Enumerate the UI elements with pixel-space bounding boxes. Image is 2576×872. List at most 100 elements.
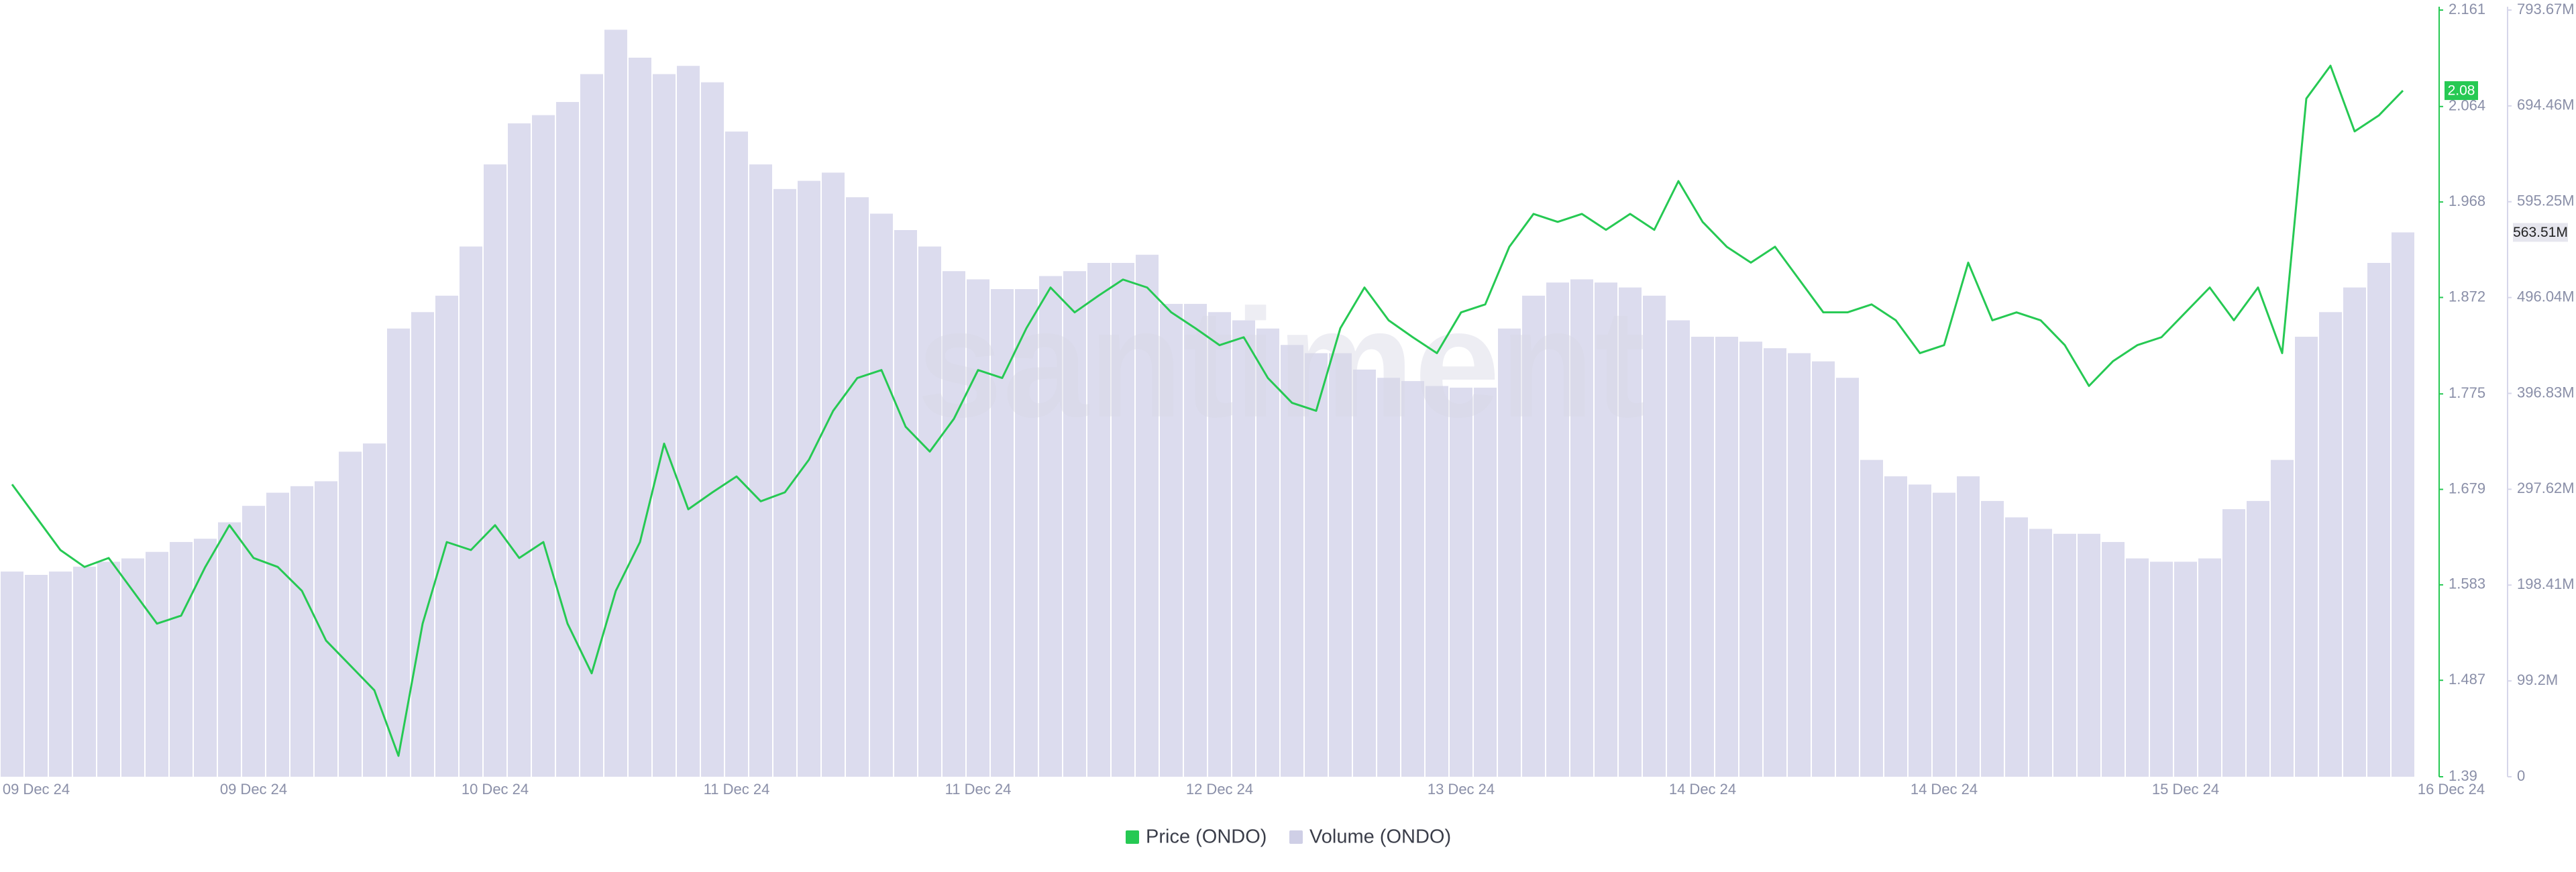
volume-bar bbox=[387, 328, 410, 777]
volume-bar bbox=[97, 561, 120, 777]
volume-bar bbox=[1474, 387, 1497, 777]
y-tick-label: 1.679 bbox=[2449, 480, 2485, 496]
volume-bar bbox=[1884, 476, 1907, 777]
volume-bar bbox=[1305, 353, 1328, 777]
y-tick-label: 1.39 bbox=[2449, 767, 2477, 784]
volume-bar bbox=[1087, 262, 1110, 777]
volume-bar bbox=[2078, 533, 2100, 777]
volume-bar bbox=[894, 230, 917, 777]
volume-bar bbox=[1739, 341, 1762, 777]
volume-bar bbox=[918, 246, 941, 777]
volume-bar bbox=[2222, 509, 2245, 777]
volume-bar bbox=[1039, 276, 1062, 777]
volume-bar bbox=[194, 539, 217, 777]
x-tick-label: 14 Dec 24 bbox=[1669, 781, 1736, 798]
volume-bar bbox=[1909, 484, 1931, 777]
x-tick-label: 11 Dec 24 bbox=[704, 781, 770, 798]
last-value-badge bbox=[2513, 223, 2568, 242]
volume-bar bbox=[677, 66, 700, 777]
volume-bar bbox=[1063, 271, 1086, 777]
volume-bar bbox=[2005, 517, 2028, 777]
volume-bar bbox=[49, 571, 72, 777]
volume-bar bbox=[2150, 561, 2173, 777]
volume-bar bbox=[1957, 476, 1980, 777]
y2-tick-label: 198.41M bbox=[2517, 576, 2575, 592]
legend-label: Volume (ONDO) bbox=[1309, 826, 1451, 848]
volume-bar bbox=[532, 115, 555, 777]
volume-bar bbox=[1981, 500, 2004, 777]
volume-bar bbox=[2029, 529, 2052, 777]
y2-tick-label: 694.46M bbox=[2517, 97, 2575, 113]
volume-bar bbox=[943, 271, 965, 777]
volume-bar bbox=[1112, 262, 1134, 777]
volume-bar bbox=[146, 551, 168, 777]
volume-bar bbox=[1522, 295, 1545, 777]
volume-bar bbox=[1764, 348, 1786, 777]
volume-bar bbox=[1812, 361, 1835, 777]
volume-bar bbox=[290, 486, 313, 777]
volume-bar bbox=[2247, 500, 2269, 777]
volume-bar bbox=[1715, 337, 1738, 777]
volume-bar bbox=[1208, 312, 1231, 777]
volume-bar bbox=[967, 279, 989, 777]
y-tick-label: 1.775 bbox=[2449, 384, 2485, 401]
volume-bar bbox=[1788, 353, 1811, 777]
volume-bar bbox=[1329, 353, 1352, 777]
legend-label: Price (ONDO) bbox=[1146, 826, 1267, 848]
volume-bar bbox=[508, 123, 531, 777]
y-tick-label: 1.583 bbox=[2449, 576, 2485, 592]
x-tick-label: 15 Dec 24 bbox=[2152, 781, 2219, 798]
volume-bar bbox=[822, 172, 845, 777]
volume-bar bbox=[1426, 386, 1448, 777]
volume-bar bbox=[1643, 295, 1666, 777]
volume-bar bbox=[1, 571, 23, 777]
volume-bar bbox=[242, 506, 265, 777]
last-value-label: 2.08 bbox=[2448, 83, 2475, 99]
y2-tick-label: 595.25M bbox=[2517, 193, 2575, 209]
volume-bar bbox=[435, 295, 458, 777]
y2-tick-label: 0 bbox=[2517, 767, 2525, 784]
volume-bar bbox=[25, 575, 48, 777]
volume-bar bbox=[1160, 304, 1183, 777]
volume-bar bbox=[556, 102, 579, 777]
volume-bar bbox=[460, 246, 482, 777]
volume-bar bbox=[73, 566, 96, 777]
volume-bar bbox=[1860, 459, 1883, 777]
volume-bar bbox=[604, 30, 627, 777]
volume-bar bbox=[1546, 282, 1569, 777]
volume-bar bbox=[1836, 378, 1859, 777]
y2-tick-label: 793.67M bbox=[2517, 1, 2575, 17]
volume-bar bbox=[2271, 459, 2294, 777]
volume-bar bbox=[725, 131, 748, 777]
volume-bar bbox=[339, 451, 362, 777]
volume-bar bbox=[2367, 262, 2390, 777]
volume-bar bbox=[2343, 287, 2366, 777]
volume-bar bbox=[363, 443, 386, 777]
x-tick-label: 13 Dec 24 bbox=[1428, 781, 1495, 798]
x-tick-label: 09 Dec 24 bbox=[3, 781, 70, 798]
volume-bar bbox=[121, 558, 144, 777]
legend-swatch bbox=[1289, 830, 1303, 844]
volume-bar bbox=[2126, 558, 2149, 777]
volume-bar bbox=[1570, 279, 1593, 777]
volume-bar bbox=[1619, 287, 1642, 777]
y2-tick-label: 297.62M bbox=[2517, 480, 2575, 496]
volume-bar bbox=[2198, 558, 2221, 777]
volume-bar bbox=[1377, 378, 1400, 777]
volume-bar bbox=[991, 289, 1014, 777]
volume-bar bbox=[1667, 320, 1690, 777]
volume-bar bbox=[2102, 542, 2125, 777]
volume-bar bbox=[218, 522, 241, 777]
volume-bar bbox=[870, 213, 893, 777]
watermark: santiment bbox=[917, 277, 1646, 449]
x-tick-label: 16 Dec 24 bbox=[2418, 781, 2485, 798]
y-tick-label: 1.872 bbox=[2449, 288, 2485, 305]
y-tick-label: 1.487 bbox=[2449, 671, 2485, 688]
volume-bar bbox=[170, 542, 193, 777]
volume-bar bbox=[484, 164, 506, 777]
legend-swatch bbox=[1126, 830, 1139, 844]
last-value-badge bbox=[2445, 81, 2478, 101]
volume-bar bbox=[1353, 369, 1376, 777]
price-line bbox=[11, 64, 2404, 757]
volume-bar bbox=[1401, 381, 1424, 777]
